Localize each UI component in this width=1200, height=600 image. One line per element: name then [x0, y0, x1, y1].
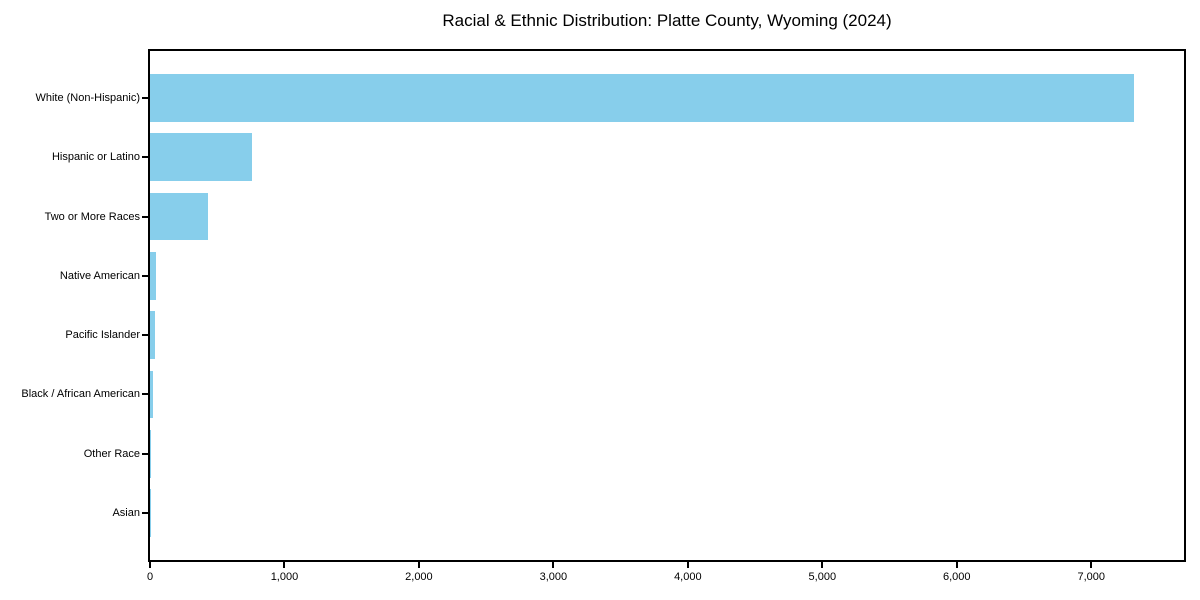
- y-tick-mark: [142, 96, 148, 99]
- chart-title: Racial & Ethnic Distribution: Platte Cou…: [442, 11, 892, 30]
- y-tick-label: Hispanic or Latino: [51, 151, 140, 164]
- y-tick-label: Two or More Races: [44, 210, 140, 223]
- bar-hispanic-or-latino: [150, 133, 252, 181]
- x-tick-mark: [283, 562, 286, 568]
- x-tick-mark: [552, 562, 555, 568]
- x-tick-mark: [821, 562, 824, 568]
- y-tick-mark: [142, 215, 148, 218]
- bar-pacific-islander: [150, 311, 156, 359]
- x-tick-label: 3,000: [539, 571, 568, 583]
- x-tick-label: 4,000: [674, 571, 702, 583]
- x-tick-label: 0: [146, 571, 154, 583]
- bar-two-or-more-races: [150, 192, 209, 241]
- x-tick-label: 2,000: [405, 571, 433, 583]
- y-tick-label: White (Non-Hispanic): [35, 91, 140, 104]
- y-tick-mark: [142, 334, 148, 337]
- bar-white-non-hispanic: [150, 74, 1135, 122]
- y-tick-label: Other Race: [83, 447, 140, 460]
- x-tick-mark: [955, 562, 958, 568]
- y-tick-label: Pacific Islander: [65, 329, 140, 342]
- bar-other-race: [150, 430, 151, 478]
- x-tick-mark: [686, 562, 689, 568]
- bar-black-african-american: [150, 370, 154, 419]
- x-tick-mark: [1090, 562, 1093, 568]
- y-tick-mark: [142, 274, 148, 277]
- y-tick-label: Black / African American: [21, 388, 140, 401]
- x-tick-label: 6,000: [942, 571, 971, 583]
- x-tick-mark: [149, 562, 151, 568]
- x-tick-mark: [417, 562, 420, 568]
- x-tick-label: 5,000: [808, 571, 837, 583]
- y-tick-mark: [142, 156, 148, 159]
- y-tick-label: Asian: [112, 507, 140, 520]
- plot-area: [148, 49, 1186, 562]
- x-tick-label: 1,000: [270, 571, 299, 583]
- bar-native-american: [150, 252, 157, 300]
- x-tick-label: 7,000: [1077, 571, 1105, 583]
- y-tick-label: Native American: [59, 269, 140, 282]
- y-tick-mark: [142, 393, 148, 396]
- y-tick-mark: [142, 452, 148, 455]
- y-axis-labels: White (Non-Hispanic) Hispanic or Latino Tw…: [0, 51, 140, 560]
- y-tick-mark: [142, 512, 148, 515]
- plot-inner: [150, 51, 1184, 560]
